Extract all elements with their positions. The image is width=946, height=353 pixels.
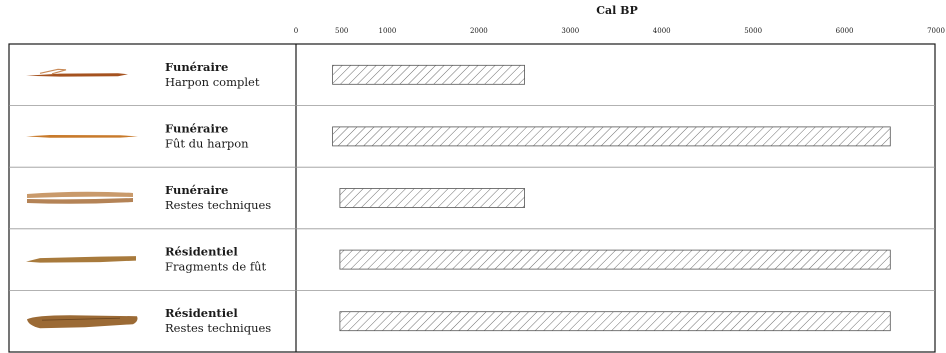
groove-line — [41, 317, 121, 321]
harpoon-shaft-icon — [26, 135, 138, 138]
chart-frame — [8, 43, 936, 353]
technical-remains-icon — [27, 191, 133, 204]
row-object-label: Fût du harpon — [165, 136, 249, 150]
row-object-label: Restes techniques — [165, 198, 271, 212]
block-shape — [27, 315, 138, 329]
x-tick-label: 1000 — [379, 27, 397, 35]
x-axis-ticks: 0 500 1000 2000 3000 4000 5000 6000 7000 — [294, 27, 945, 35]
x-tick-label: 500 — [335, 27, 348, 35]
fragment-shape — [26, 256, 136, 263]
x-tick-label: 2000 — [470, 27, 488, 35]
range-bar — [339, 311, 891, 332]
x-tick-label: 3000 — [561, 27, 579, 35]
range-bar — [332, 126, 891, 147]
row-context-label: Funéraire — [165, 121, 228, 135]
row-context-label: Résidentiel — [165, 245, 238, 259]
row-context-label: Résidentiel — [165, 306, 238, 320]
range-bar — [339, 249, 891, 270]
shaft-shape — [26, 135, 138, 138]
row-object-label: Harpon complet — [165, 75, 260, 89]
range-bar — [332, 64, 525, 85]
range-bar — [339, 188, 525, 208]
row-context-label: Funéraire — [165, 60, 228, 74]
row-object-label: Restes techniques — [165, 321, 271, 335]
sliver-bottom — [27, 198, 133, 204]
shaft-fragments-icon — [26, 256, 136, 263]
x-tick-label: 0 — [294, 27, 298, 35]
x-axis-title: Cal BP — [596, 4, 637, 17]
harpoon-complete-icon — [26, 68, 128, 77]
technical-remains-residential-icon — [27, 315, 138, 329]
x-tick-label: 6000 — [836, 27, 854, 35]
row-object-label: Fragments de fût — [165, 260, 266, 274]
sliver-top — [27, 191, 133, 198]
row-context-label: Funéraire — [165, 183, 228, 197]
barb-shape — [39, 68, 67, 75]
shaft-shape — [26, 73, 128, 77]
x-tick-label: 7000 — [927, 27, 945, 35]
x-tick-label: 4000 — [653, 27, 671, 35]
x-tick-label: 5000 — [744, 27, 762, 35]
